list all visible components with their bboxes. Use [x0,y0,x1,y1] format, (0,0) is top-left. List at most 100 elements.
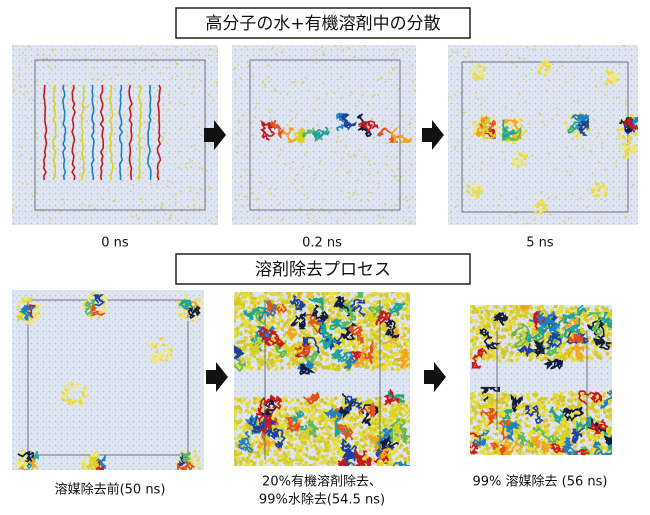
solvent [313,177,316,180]
solvent [160,120,163,123]
solvent [244,337,249,342]
solvent [63,202,66,205]
solvent [359,425,364,429]
solvent [151,65,154,68]
solvent [79,139,82,142]
solvent [586,431,590,436]
solvent [600,147,603,150]
solvent [70,382,74,387]
solvent [237,397,242,402]
solvent [192,199,195,202]
solvent [315,221,318,224]
solvent [280,454,284,458]
solvent [247,357,252,362]
solvent [23,296,27,300]
solvent [493,323,497,327]
solvent [383,423,387,428]
solvent [239,323,244,328]
solvent [284,320,289,324]
solvent [216,83,218,86]
solvent [234,299,236,303]
solvent [306,213,309,216]
solvent [20,154,23,157]
solvent [406,317,410,321]
solvent [453,148,456,151]
solvent [83,106,86,109]
solvent [592,118,595,121]
solvent [300,445,304,449]
solvent [471,310,476,314]
solvent [12,45,14,48]
solvent [92,474,95,477]
solvent [591,172,594,175]
solvent [357,313,362,317]
solvent [345,293,349,298]
solvent [274,88,277,91]
solvent [628,151,632,155]
solvent [464,55,467,58]
solvent [238,451,243,456]
solvent [595,185,599,189]
solvent [327,444,332,448]
solvent [607,72,611,76]
solvent [241,457,246,462]
solvent [100,197,103,200]
solvent [328,447,332,452]
solvent [465,127,468,130]
solvent [196,461,200,466]
polymer [92,293,106,307]
solvent [366,293,371,298]
solvent [86,120,89,123]
solvent [390,301,395,306]
solvent [318,346,323,350]
solvent [539,66,543,70]
polymer [281,341,304,356]
solvent [369,417,374,422]
solvent [279,359,284,363]
solvent [26,91,29,94]
solvent [544,72,548,76]
solvent [575,145,578,148]
solvent [340,157,343,160]
solvent [480,397,485,402]
solvent [531,205,536,209]
solvent [360,61,363,64]
solvent [244,321,248,326]
solvent [26,45,29,47]
solvent [278,293,283,298]
solvent [534,45,537,48]
solvent [621,117,625,122]
polymer [180,450,192,464]
solvent [615,96,618,99]
solvent [399,345,404,349]
solvent [27,63,30,66]
solvent [545,60,549,64]
solvent [139,176,142,179]
solvent [155,182,158,185]
solvent [267,437,271,442]
solvent [523,156,527,161]
solvent [150,341,155,346]
solvent [250,442,255,447]
solvent [80,397,84,401]
solvent [359,144,362,147]
background [12,45,218,225]
solvent [96,100,99,103]
solvent [366,433,370,438]
solvent [470,419,473,423]
solvent [511,305,516,308]
solvent [406,296,410,301]
solvent [338,87,341,90]
solvent [389,349,393,354]
solvent [283,434,287,438]
solvent [480,189,484,193]
solvent [13,88,16,91]
solvent [86,105,89,108]
solvent [252,439,257,444]
solvent [368,173,371,176]
polymer [373,310,392,326]
section-title: 溶剤除去プロセス [255,260,391,280]
solvent [300,437,304,442]
solvent [527,432,532,436]
solvent [539,307,544,311]
